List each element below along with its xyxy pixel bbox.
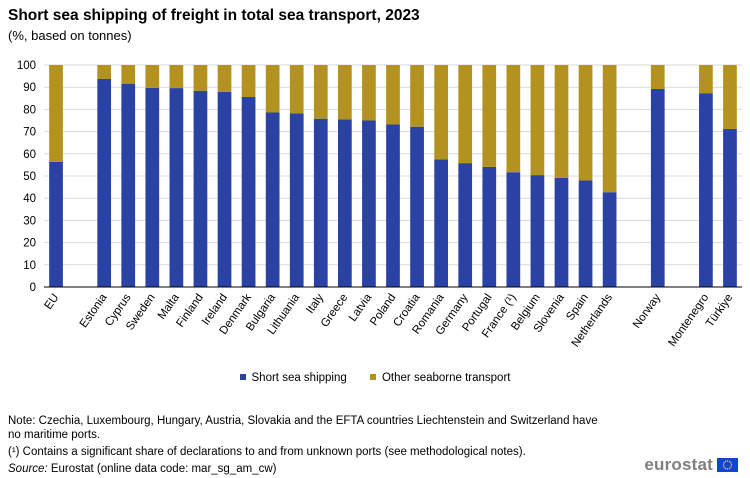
chart-subtitle: (%, based on tonnes) [8,28,132,43]
y-tick-label: 20 [23,238,36,250]
bar-short-sea [650,88,665,287]
y-tick-label: 40 [23,193,36,205]
bar-other [145,65,160,88]
bar-other [265,65,280,113]
bar-other [723,65,737,129]
bar-other [434,65,448,160]
bar-short-sea [699,93,713,287]
note-ports: Note: Czechia, Luxembourg, Hungary, Aust… [8,415,598,441]
bar-short-sea [217,91,232,287]
bar-other [121,65,136,84]
bar-short-sea [434,159,448,287]
bar-other [386,65,400,125]
bar-other [578,65,593,181]
bar-short-sea [530,175,545,287]
bar-short-sea [313,118,328,287]
bar-other [554,65,569,178]
bar-short-sea [386,124,400,287]
bar-other [362,65,376,121]
bar-other [338,65,352,120]
eurostat-logo: eurostat [644,455,738,475]
y-tick-label: 10 [23,260,36,272]
bar-short-sea [169,88,184,287]
x-tick-label: Italy [304,292,326,316]
chart-legend: Short sea shipping Other seaborne transp… [0,372,750,384]
y-tick-label: 0 [30,282,36,294]
bar-short-sea [458,163,473,287]
bar-other [49,65,63,162]
bar-short-sea [241,96,256,287]
bar-short-sea [338,119,352,287]
bar-other [241,65,256,97]
legend-label-other: Other seaborne transport [381,372,511,384]
bar-other [699,65,713,94]
bar-short-sea [289,113,304,287]
source-text: Eurostat (online data code: mar_sg_am_cw… [47,463,277,475]
eu-flag-icon [717,458,738,472]
legend-swatch-short-sea [239,373,246,380]
bar-other [602,65,617,193]
bar-short-sea [121,83,136,287]
bar-short-sea [482,166,497,287]
y-tick-label: 60 [23,149,36,161]
bar-other [506,65,521,173]
bar-short-sea [723,128,737,287]
bar-short-sea [97,78,112,288]
bar-other [169,65,184,89]
legend-swatch-other [369,373,376,380]
chart-title: Short sea shipping of freight in total s… [8,7,420,24]
bar-other [97,65,112,79]
source-line: Source: Eurostat (online data code: mar_… [8,462,608,476]
bar-other [458,65,473,164]
bar-other [313,65,328,119]
bar-short-sea [193,90,208,287]
bar-other [410,65,424,127]
bar-other [482,65,497,167]
x-tick-label: Norway [631,292,663,331]
y-tick-label: 70 [23,127,36,139]
bar-other [217,65,232,92]
bar-short-sea [145,87,160,287]
source-label: Source: [8,463,48,475]
x-tick-label: EU [42,292,61,312]
note-france: (¹) Contains a significant share of decl… [8,446,526,458]
bar-short-sea [265,112,280,288]
bar-other [193,65,208,91]
legend-item-other: Other seaborne transport [369,372,511,384]
logo-text: eurostat [644,455,713,474]
bar-short-sea [410,126,424,287]
y-tick-label: 90 [23,82,36,94]
y-tick-label: 80 [23,104,36,116]
legend-item-short-sea: Short sea shipping [239,372,347,384]
bar-short-sea [578,180,593,287]
bar-short-sea [362,120,376,287]
y-tick-label: 50 [23,171,36,183]
y-tick-label: 100 [17,60,36,72]
bar-short-sea [554,177,569,287]
legend-label-short-sea: Short sea shipping [251,372,347,384]
bar-short-sea [49,161,63,287]
bar-other [289,65,304,114]
bar-other [650,65,665,89]
chart-notes: Note: Czechia, Luxembourg, Hungary, Aust… [8,414,608,476]
bar-short-sea [602,192,617,287]
bar-short-sea [506,172,521,287]
bars [49,65,737,288]
bar-other [530,65,545,176]
y-tick-label: 30 [23,215,36,227]
